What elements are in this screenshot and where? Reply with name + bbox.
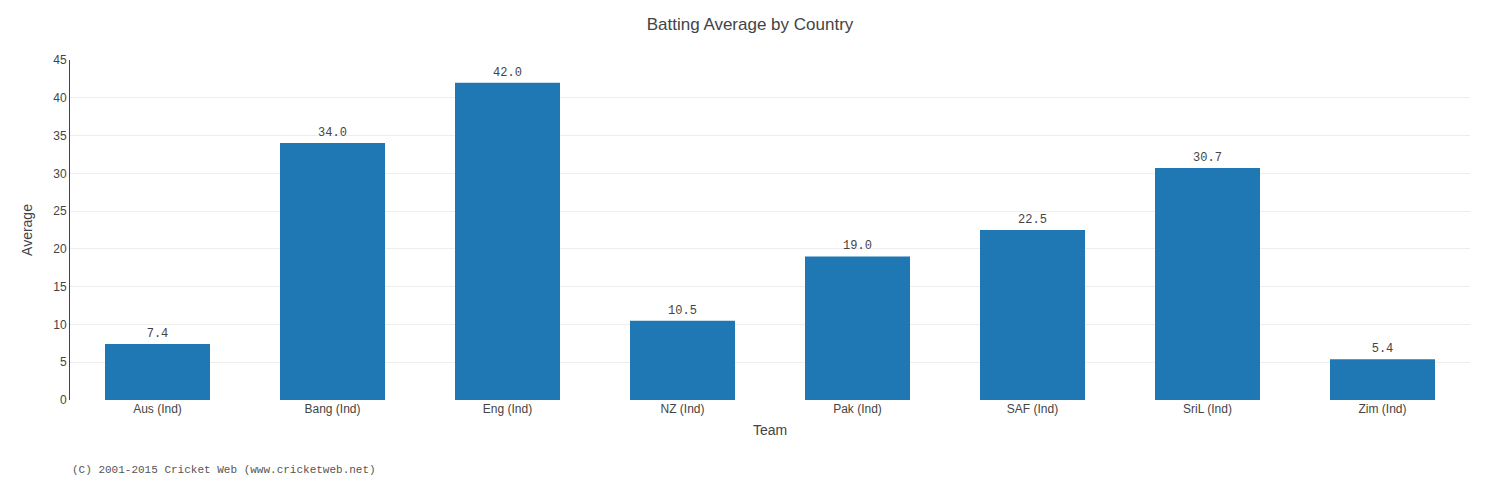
svg-text:10: 10 bbox=[53, 318, 67, 332]
svg-text:5.4: 5.4 bbox=[1372, 342, 1394, 356]
svg-text:SriL (Ind): SriL (Ind) bbox=[1183, 402, 1232, 416]
svg-text:Bang (Ind): Bang (Ind) bbox=[304, 402, 360, 416]
svg-text:10.5: 10.5 bbox=[668, 304, 697, 318]
svg-text:7.4: 7.4 bbox=[147, 327, 169, 341]
svg-text:40: 40 bbox=[53, 91, 67, 105]
svg-text:45: 45 bbox=[53, 53, 67, 67]
svg-text:25: 25 bbox=[53, 204, 67, 218]
svg-text:35: 35 bbox=[53, 129, 67, 143]
svg-text:20: 20 bbox=[53, 242, 67, 256]
svg-text:19.0: 19.0 bbox=[843, 239, 872, 253]
svg-text:30: 30 bbox=[53, 167, 67, 181]
svg-text:Pak (Ind): Pak (Ind) bbox=[833, 402, 882, 416]
svg-text:34.0: 34.0 bbox=[318, 126, 347, 140]
svg-text:SAF (Ind): SAF (Ind) bbox=[1007, 402, 1058, 416]
svg-text:42.0: 42.0 bbox=[493, 66, 522, 80]
svg-text:5: 5 bbox=[60, 355, 67, 369]
svg-text:Aus (Ind): Aus (Ind) bbox=[133, 402, 182, 416]
svg-text:Average: Average bbox=[19, 204, 35, 256]
svg-text:Team: Team bbox=[753, 422, 787, 438]
svg-text:Zim (Ind): Zim (Ind) bbox=[1359, 402, 1407, 416]
svg-text:Batting Average by Country: Batting Average by Country bbox=[647, 15, 854, 34]
svg-text:22.5: 22.5 bbox=[1018, 213, 1047, 227]
svg-text:Eng (Ind): Eng (Ind) bbox=[483, 402, 532, 416]
svg-text:(C) 2001-2015 Cricket Web (www: (C) 2001-2015 Cricket Web (www.cricketwe… bbox=[72, 464, 376, 476]
svg-text:30.7: 30.7 bbox=[1193, 151, 1222, 165]
svg-text:15: 15 bbox=[53, 280, 67, 294]
svg-text:NZ (Ind): NZ (Ind) bbox=[660, 402, 704, 416]
svg-text:0: 0 bbox=[60, 393, 67, 407]
